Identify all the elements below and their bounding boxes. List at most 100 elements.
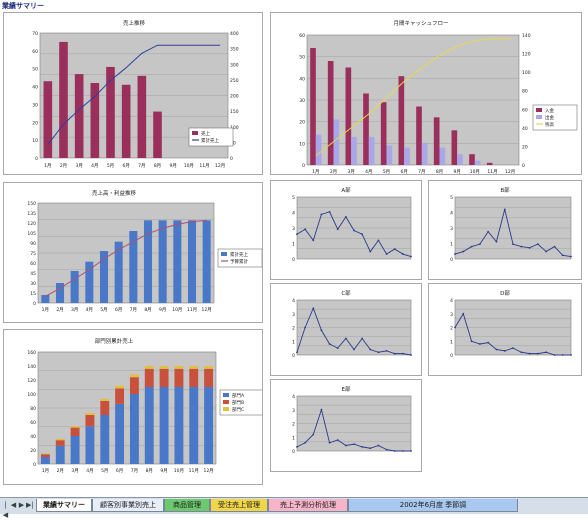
bar-mark [55,445,65,464]
x-tick-label: 6月 [122,163,129,169]
chart-cashflow[interactable]: 月間キャッシュフロー 0 10 20 30 40 50 60 0 20 40 60 80 100 120 14… [270,12,582,175]
y-tick-label: 50 [299,55,305,61]
y-tick-label: 20 [522,144,528,150]
data-point [353,348,355,351]
legend-label: 残高 [545,121,554,128]
bar-mark [40,454,50,457]
legend-label: 出金 [545,114,554,121]
x-tick-label: 2月 [60,163,67,169]
chart-dept-5[interactable]: E部 0 1 2 3 4 [270,379,422,472]
data-point [401,450,404,452]
data-point [470,340,473,343]
data-point [536,243,539,246]
bar-mark [115,385,125,389]
y-tick-label: 90 [30,241,36,247]
y-tick-label: 5 [450,195,453,201]
data-point [410,450,412,452]
data-point [520,245,523,248]
data-point [353,229,355,232]
first-sheet-button[interactable]: |◀ [2,501,9,519]
bar-mark [55,440,65,446]
bar-mark [439,147,446,165]
prev-sheet-button[interactable]: ◀ [10,501,17,509]
bar-mark [106,66,115,158]
data-point [410,354,412,356]
bar-mark [404,147,410,165]
bar-mark [457,154,463,165]
y-tick-label: 100 [230,125,239,131]
data-point [369,250,372,253]
bar-mark [70,271,79,303]
sheet-title: 業績サマリー [2,2,44,10]
data-point [296,445,298,448]
legend-swatch [221,252,227,256]
y-tick-label: 0 [450,353,453,359]
y-tick-label: 60 [30,420,36,426]
bar-mark [85,426,95,464]
y-tick-label: 0 [33,462,36,468]
last-sheet-button[interactable]: ▶| [26,501,34,509]
legend-swatch [223,393,229,397]
bar-mark [368,136,375,165]
bar-mark [100,398,110,401]
y-tick-label: 200 [230,94,239,100]
bar-mark [74,74,84,158]
y-tick-label: 0 [292,449,295,455]
chart-sales-pareto[interactable]: 売上推移010203040506070050100150200250300350… [3,12,263,175]
x-tick-label: 10月 [172,307,182,313]
bar-mark [40,457,50,464]
bar-mark [204,387,214,464]
data-point [393,352,396,355]
data-point [570,255,572,258]
data-point [487,341,490,344]
y-tick-label: 30 [30,281,36,287]
bar-mark [43,81,53,158]
sheet-tab-seasonal[interactable]: 2002年6月度 季節調 [348,499,518,512]
chart-dept-4[interactable]: D部 0 1 2 3 4 [428,283,582,376]
chart-stacked[interactable]: 部門別累計売上 0 20 40 60 80 100 120 140 160 1月 2月 3月 4月 5月 6月… [3,329,263,485]
chart-cumulative[interactable]: 売上高・利益推移 0 15 30 45 60 75 90 105 120 135 150 1月 2月 3月 4… [3,182,263,323]
bar-mark [40,453,50,455]
sheet-tab-forecast[interactable]: 売上予測分析処理 [268,499,348,512]
bar-mark [144,368,154,387]
y-tick-label: 30 [299,98,305,104]
chart-dept-3[interactable]: C部 0 1 2 3 4 [270,283,422,376]
x-tick-label: 6月 [115,307,122,313]
bar-mark [129,377,139,394]
legend-swatch [192,131,198,135]
data-point [377,239,380,242]
data-point [520,351,523,354]
chart-dept-2[interactable]: B部 0 1 3 4 5 [428,180,582,280]
data-point [454,253,456,255]
chart-dept-1[interactable]: A部 0 1 3 4 5 [270,180,422,280]
data-point [503,208,506,211]
data-point [528,246,531,249]
y-tick-label: 15 [30,291,36,297]
sheet-tab-orders[interactable]: 受注売上管理 [210,499,268,512]
bar-mark [159,387,169,464]
bar-mark [398,76,405,165]
y-tick-label: 20 [32,120,38,126]
data-point [344,215,347,218]
y-tick-label: 120 [27,378,36,384]
data-point [377,351,380,354]
sheet-tab-customer[interactable]: 顧客別事業別売上 [92,499,164,512]
y-tick-label: 150 [230,109,239,115]
bar-mark [129,231,138,303]
y-tick-label: 0 [292,353,295,359]
chart-title: E部 [342,385,351,393]
next-sheet-button[interactable]: ▶ [18,501,25,509]
chart-svg: D部 0 1 2 3 4 [450,289,572,359]
legend-label: 売上 [201,130,210,137]
bar-mark [159,366,169,369]
y-tick-label: 1 [450,339,453,345]
line-mark [45,219,207,297]
sheet-tab-product[interactable]: 商品管理 [164,499,210,512]
legend-swatch [536,108,542,112]
sheet-tab-summary[interactable]: 業績サマリー [36,499,92,512]
legend-label: 累計売上 [230,251,248,258]
bar-mark [55,438,65,441]
data-point [385,349,388,352]
y-tick-label: 3 [450,226,453,232]
chart-svg: A部 0 1 3 4 5 [292,186,412,263]
